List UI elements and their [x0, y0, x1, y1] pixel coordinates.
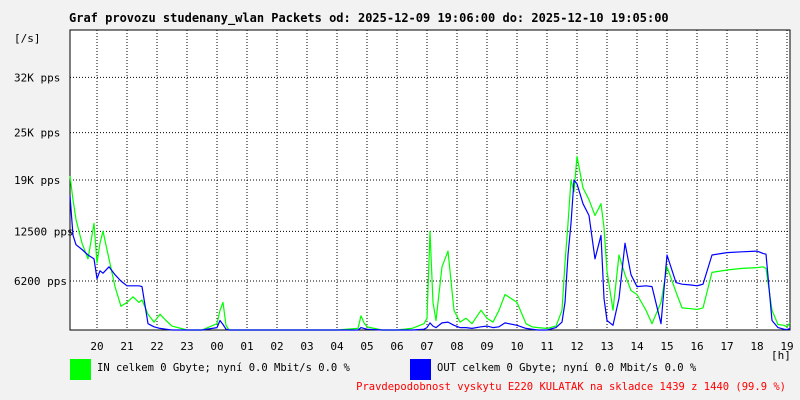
- x-tick-label: 19: [780, 340, 793, 353]
- y-axis-unit-label: [/s]: [14, 32, 41, 45]
- x-tick-label: 21: [120, 340, 133, 353]
- y-tick-labels: 6200 pps 12500 pps 19K pps 25K pps 32K pps: [14, 71, 74, 288]
- x-tick-label: 02: [270, 340, 283, 353]
- x-tick-label: 03: [300, 340, 313, 353]
- legend-swatch: [410, 359, 431, 380]
- grid: [70, 30, 790, 330]
- legend-label: OUT celkem 0 Gbyte; nyní 0.0 Mbit/s 0.0 …: [437, 362, 697, 374]
- x-tick-label: 06: [390, 340, 403, 353]
- x-tick-label: 20: [90, 340, 103, 353]
- x-tick-label: 00: [210, 340, 223, 353]
- x-tick-label: 07: [420, 340, 433, 353]
- x-tick-label: 17: [720, 340, 733, 353]
- x-axis-unit-label: [h]: [771, 349, 791, 362]
- x-tick-label: 08: [450, 340, 463, 353]
- legend: IN celkem 0 Gbyte; nyní 0.0 Mbit/s 0.0 %…: [70, 359, 697, 380]
- y-tick-label: 12500 pps: [14, 225, 74, 238]
- x-tick-label: 22: [150, 340, 163, 353]
- x-tick-label: 01: [240, 340, 253, 353]
- series-line-in: [69, 155, 791, 331]
- x-tick-label: 12: [570, 340, 583, 353]
- legend-label: IN celkem 0 Gbyte; nyní 0.0 Mbit/s 0.0 %: [97, 362, 351, 374]
- y-tick-label: 6200 pps: [14, 275, 67, 288]
- footnote-text: Pravdepodobnost vyskytu E220 KULATAK na …: [356, 381, 786, 393]
- x-tick-label: 11: [540, 340, 553, 353]
- series-line-out: [69, 179, 791, 331]
- chart-title: Graf provozu studenany_wlan Packets od: …: [69, 11, 669, 26]
- y-tick-label: 32K pps: [14, 71, 60, 84]
- x-tick-label: 09: [480, 340, 493, 353]
- x-tick-label: 04: [330, 340, 344, 353]
- x-tick-label: 23: [180, 340, 193, 353]
- x-tick-label: 10: [510, 340, 523, 353]
- x-tick-labels: 20 21 22 23 00 01 02 03 04 05 06 07 08 09 10 11 12 13 14 15…: [90, 340, 793, 353]
- x-tick-label: 15: [660, 340, 673, 353]
- x-tick-label: 05: [360, 340, 373, 353]
- series-group: [69, 155, 791, 331]
- legend-swatch: [70, 359, 91, 380]
- y-tick-label: 19K pps: [14, 174, 60, 187]
- y-tick-label: 25K pps: [14, 127, 60, 140]
- x-tick-label: 18: [750, 340, 763, 353]
- x-tick-label: 14: [630, 340, 644, 353]
- x-tick-label: 16: [690, 340, 703, 353]
- x-tick-label: 13: [600, 340, 613, 353]
